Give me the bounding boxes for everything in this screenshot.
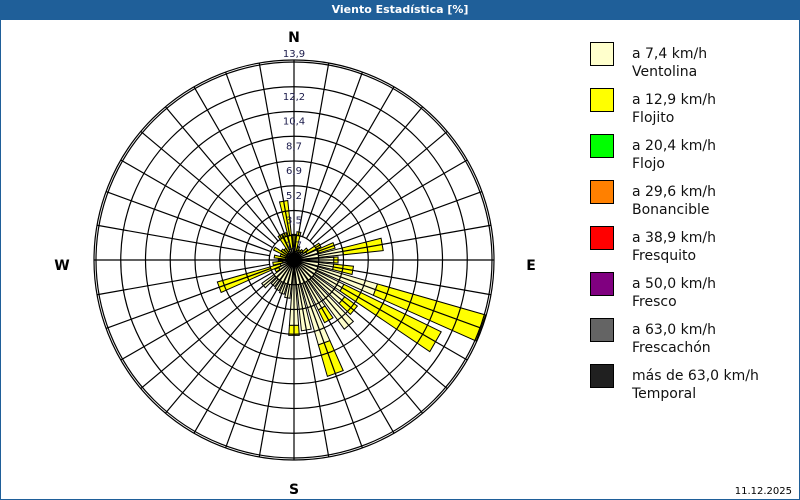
grid-spoke [105,191,271,253]
calm-center [288,254,300,266]
bar-flojito-10 [294,231,302,253]
grid-spoke [297,284,330,458]
legend-swatch [590,42,614,66]
grid-spoke [318,263,492,296]
ring-label: 13,9 [283,49,305,60]
legend-name: Fresco [632,294,677,310]
grid-spoke [164,106,279,242]
bar-flojito-350 [278,199,294,250]
grid-spoke [225,71,287,237]
legend-swatch [590,364,614,388]
bar-flojito-20 [296,245,301,252]
bar-flojito-280 [273,254,287,260]
grid-spoke [164,278,279,414]
grid-spoke [193,86,283,239]
legend-range: a 7,4 km/h [632,46,708,62]
ring-label: 12,2 [283,92,305,103]
legend-swatch [590,272,614,296]
grid-spoke [140,275,276,390]
legend-range: a 50,0 km/h [632,276,716,292]
legend-range: a 29,6 km/h [632,184,716,200]
grid-spoke [225,283,287,449]
grid-spoke [120,271,273,361]
grid-spoke [305,281,395,434]
bar-flojito-50 [301,247,309,254]
grid-spoke [315,271,468,361]
grid-spoke [317,191,483,253]
ring-label: 6,9 [286,166,302,177]
legend-range: a 20,4 km/h [632,138,716,154]
grid-spoke [301,71,363,237]
grid-spoke [120,159,273,249]
wind-rose: 1,7 3,5 5,2 6,9 8,7 10,4 12,2 13,9 N E S W [54,30,536,498]
grid-spoke [317,267,483,329]
compass-label-s: S [289,482,299,498]
legend-swatch [590,226,614,250]
legend-swatch [590,318,614,342]
legend-name: Frescachón [632,340,711,356]
grid-spoke [140,130,276,245]
grid-spoke [309,106,424,242]
legend-name: Temporal [632,386,697,402]
grid-spoke [309,278,424,414]
legend-name: Fresquito [632,248,697,264]
ring-label: 3,5 [286,216,302,227]
compass-label-n: N [288,30,300,46]
legend-swatch [590,180,614,204]
grid-spoke [315,159,468,249]
legend-swatch [590,134,614,158]
grid-spoke [297,62,330,236]
legend-range: más de 63,0 km/h [632,368,759,384]
bar-flojito-310 [280,248,289,256]
grid-spoke [96,224,270,257]
grid-spoke [258,62,291,236]
ring-label: 5,2 [286,191,302,202]
legend-name: Ventolina [632,64,698,80]
grid-spoke [96,263,270,296]
bar-flojito-260 [272,260,284,266]
legend-name: Flojo [632,156,665,172]
grid-spoke [105,267,271,329]
grid-spoke [318,224,492,257]
compass-label-e: E [526,258,536,274]
legend-name: Flojito [632,110,675,126]
grid-spoke [312,275,448,390]
date-label: 11.12.2025 [734,486,792,497]
bar-flojito-240 [274,266,281,273]
ring-label: 8,7 [286,141,302,152]
ring-label: 1,7 [286,240,302,251]
ring-label: 10,4 [283,117,305,128]
legend-swatch [590,88,614,112]
grid-spoke [258,284,291,458]
legend-range: a 63,0 km/h [632,322,716,338]
chart-title: Viento Estadística [%] [0,0,800,20]
grid-spoke [193,281,283,434]
bar-flojito-300 [272,246,288,257]
legend-name: Bonancible [632,202,710,218]
bar-flojito-160 [317,340,344,378]
grid-spoke [305,86,395,239]
grid-spoke [312,130,448,245]
compass-label-w: W [54,258,69,274]
legend-range: a 12,9 km/h [632,92,716,108]
grid-spoke [301,283,363,449]
legend-range: a 38,9 km/h [632,230,716,246]
